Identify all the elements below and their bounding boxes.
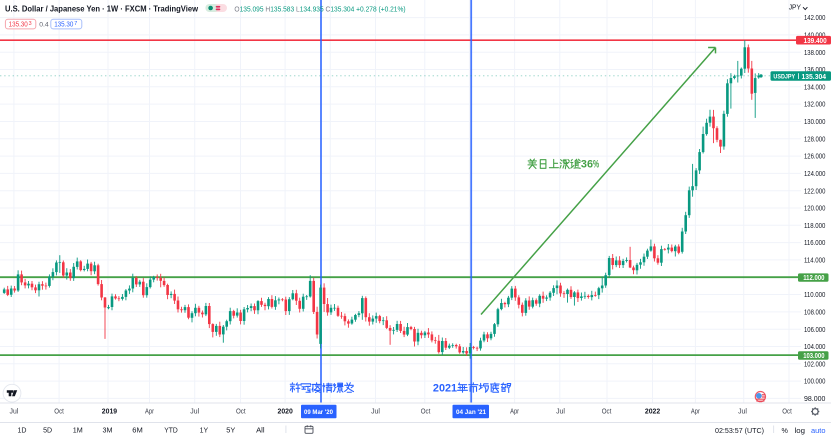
svg-text:102.000: 102.000 xyxy=(804,361,825,368)
svg-text:104.000: 104.000 xyxy=(804,344,825,351)
svg-text:%: % xyxy=(782,426,789,435)
svg-text:Apr: Apr xyxy=(691,409,701,416)
svg-text:142.000: 142.000 xyxy=(804,15,825,22)
svg-text:Jul: Jul xyxy=(190,409,199,416)
svg-text:135.30: 135.30 xyxy=(54,20,73,29)
svg-text:3: 3 xyxy=(581,159,587,171)
svg-text:5Y: 5Y xyxy=(226,426,235,435)
svg-text:118.000: 118.000 xyxy=(804,223,825,230)
svg-text:USDJPY: USDJPY xyxy=(773,74,795,81)
svg-text:0: 0 xyxy=(439,382,445,394)
svg-text:3: 3 xyxy=(29,21,32,27)
svg-text:114.000: 114.000 xyxy=(804,258,825,265)
svg-text:130.000: 130.000 xyxy=(804,119,825,126)
svg-text:103.000: 103.000 xyxy=(803,353,824,360)
svg-text:Oct: Oct xyxy=(236,409,246,416)
svg-text:Oct: Oct xyxy=(421,409,431,416)
svg-text:100.000: 100.000 xyxy=(804,379,825,386)
svg-text:2019: 2019 xyxy=(102,409,117,416)
svg-text:%: % xyxy=(593,159,599,171)
svg-text:116.000: 116.000 xyxy=(804,240,825,247)
svg-text:135.30: 135.30 xyxy=(9,20,28,29)
svg-text:6M: 6M xyxy=(132,426,143,435)
svg-text:JPY: JPY xyxy=(789,5,802,12)
svg-text:6: 6 xyxy=(587,159,593,171)
svg-text:Apr: Apr xyxy=(145,409,155,416)
svg-text:09 Mar '20: 09 Mar '20 xyxy=(304,409,333,416)
svg-text:112.000: 112.000 xyxy=(803,275,824,282)
svg-text:1: 1 xyxy=(451,382,457,394)
svg-text:106.000: 106.000 xyxy=(804,327,825,334)
svg-text:YTD: YTD xyxy=(164,426,178,435)
svg-text:108.000: 108.000 xyxy=(804,310,825,317)
svg-text:138.000: 138.000 xyxy=(804,50,825,57)
svg-text:7: 7 xyxy=(74,21,77,27)
svg-text:Oct: Oct xyxy=(54,409,64,416)
svg-text:All: All xyxy=(256,426,265,435)
svg-text:0.4: 0.4 xyxy=(39,22,49,29)
svg-text:98.000: 98.000 xyxy=(804,396,825,403)
svg-text:U.S. Dollar / Japanese Yen · 1: U.S. Dollar / Japanese Yen · 1W · FXCM ·… xyxy=(5,5,199,14)
svg-text:124.000: 124.000 xyxy=(804,171,825,178)
svg-text:110.000: 110.000 xyxy=(804,292,825,299)
svg-text:auto: auto xyxy=(811,426,826,435)
svg-text:3M: 3M xyxy=(103,426,113,435)
svg-text:134.000: 134.000 xyxy=(804,84,825,91)
svg-text:Jul: Jul xyxy=(738,409,747,416)
svg-text:136.000: 136.000 xyxy=(804,67,825,74)
svg-text:Apr: Apr xyxy=(510,409,520,416)
svg-text:log: log xyxy=(795,426,806,435)
svg-text:132.000: 132.000 xyxy=(804,102,825,109)
svg-text:Oct: Oct xyxy=(782,409,792,416)
svg-text:1D: 1D xyxy=(18,426,27,435)
svg-text:128.000: 128.000 xyxy=(804,136,825,143)
svg-text:1Y: 1Y xyxy=(200,426,209,435)
svg-text:122.000: 122.000 xyxy=(804,188,825,195)
svg-text:126.000: 126.000 xyxy=(804,154,825,161)
svg-text:1M: 1M xyxy=(73,426,83,435)
svg-text:120.000: 120.000 xyxy=(804,206,825,213)
svg-text:139.400: 139.400 xyxy=(804,36,827,45)
svg-text:2022: 2022 xyxy=(645,409,660,416)
svg-text:Jul: Jul xyxy=(10,409,19,416)
svg-text:Oct: Oct xyxy=(602,409,612,416)
svg-text:2020: 2020 xyxy=(278,409,293,416)
svg-text:02:53:57 (UTC): 02:53:57 (UTC) xyxy=(715,426,764,435)
svg-text:135.304: 135.304 xyxy=(802,72,827,81)
svg-text:5D: 5D xyxy=(43,426,52,435)
svg-text:2: 2 xyxy=(433,382,439,394)
svg-text:O135.095 H135.583 L134.935 C13: O135.095 H135.583 L134.935 C135.304 +0.2… xyxy=(234,4,406,13)
svg-text:04 Jan '21: 04 Jan '21 xyxy=(456,409,486,416)
svg-text:2: 2 xyxy=(445,382,451,394)
svg-text:Jul: Jul xyxy=(371,409,380,416)
svg-text:Jul: Jul xyxy=(556,409,565,416)
